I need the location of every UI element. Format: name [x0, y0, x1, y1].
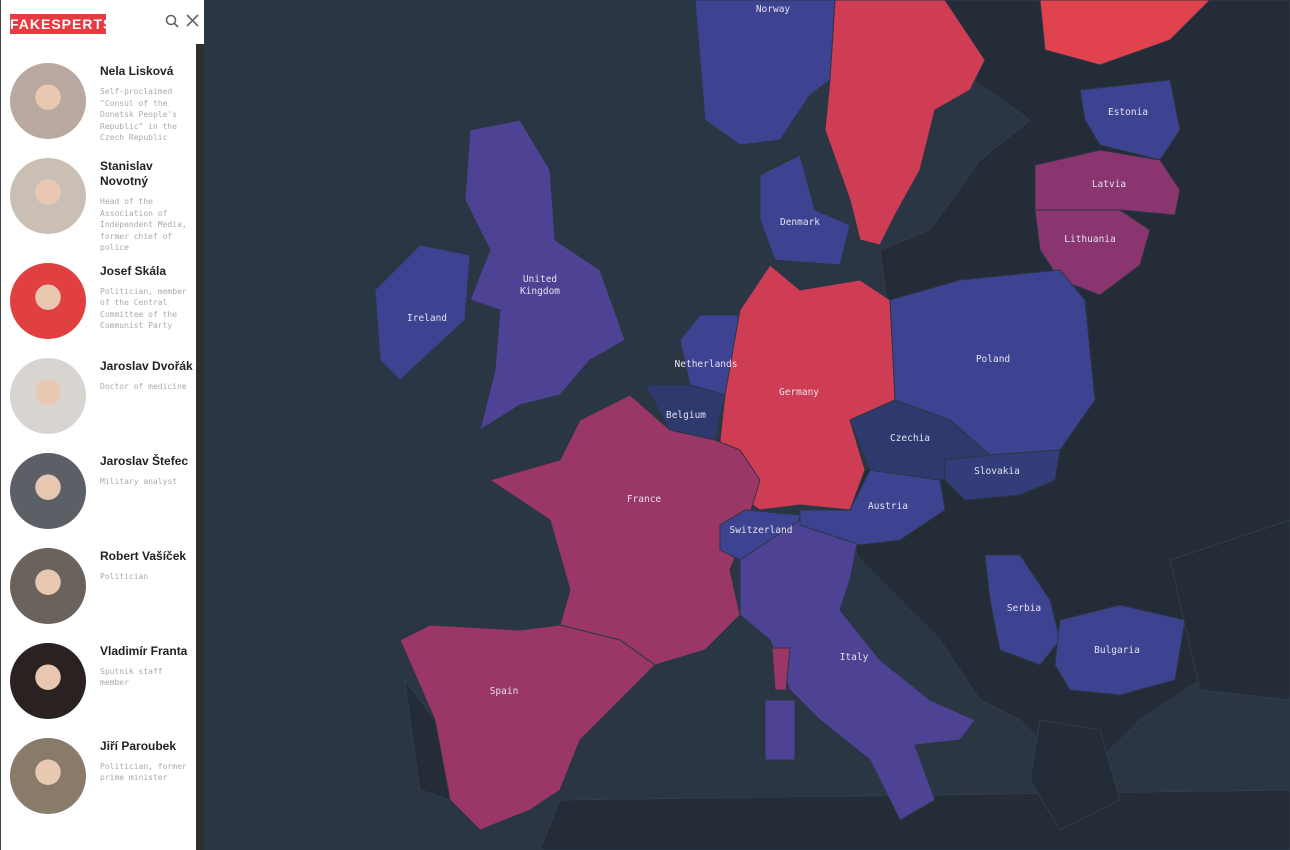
label-czechia: Czechia — [890, 433, 930, 444]
avatar — [10, 737, 86, 814]
label-germany: Germany — [779, 387, 819, 398]
person-name: Jaroslav Štefec — [100, 453, 189, 468]
search-icon[interactable] — [165, 14, 179, 33]
person-name: Nela Lisková — [100, 64, 174, 78]
label-slovakia: Slovakia — [974, 466, 1020, 477]
person-card[interactable]: Jaroslav Dvořák Doctor of medicine — [1, 355, 196, 450]
person-card[interactable]: Stanislav Novotný Head of the Association… — [1, 155, 196, 260]
country-sweden[interactable] — [824, 0, 986, 246]
country-slovakia[interactable] — [944, 449, 1061, 501]
label-switzerland: Switzerland — [730, 525, 793, 536]
label-austria: Austria — [868, 501, 908, 512]
person-name: Stanislav Novotný — [100, 159, 153, 188]
logo[interactable]: FAKESPERTS — [10, 14, 114, 34]
country-austria[interactable] — [799, 469, 946, 546]
country-denmark[interactable] — [759, 154, 851, 266]
avatar — [10, 262, 86, 339]
country-belgium[interactable] — [644, 384, 726, 441]
person-card[interactable]: Jiří Paroubek Politician, former prime mi… — [1, 735, 196, 830]
label-belgium: Belgium — [666, 410, 706, 421]
label-poland: Poland — [976, 354, 1010, 365]
person-description: Self-proclaimed "Consul of the Donetsk P… — [100, 87, 178, 142]
country-ireland[interactable] — [374, 244, 471, 381]
avatar — [10, 547, 86, 624]
people-list: Nela Lisková Self-proclaimed "Consul of t… — [1, 60, 196, 830]
person-card[interactable]: Vladimír Franta Sputnik staff member — [1, 640, 196, 735]
person-card[interactable]: Nela Lisková Self-proclaimed "Consul of t… — [1, 60, 196, 155]
country-finland[interactable] — [1039, 0, 1211, 66]
person-description: Politician, former prime minister — [100, 761, 187, 783]
country-serbia[interactable] — [984, 554, 1061, 666]
avatar — [10, 63, 86, 139]
person-description: Doctor of medicine — [100, 381, 187, 391]
sidebar: FAKESPERTS Nela Lisková Self-proclaimed "… — [0, 0, 204, 850]
label-norway: Norway — [756, 4, 791, 15]
person-name: Jaroslav Dvořák — [100, 358, 193, 373]
person-description: Sputnik staff member — [100, 666, 163, 688]
scrollbar[interactable] — [196, 44, 204, 850]
country-corsica[interactable] — [771, 647, 791, 691]
label-italy: Italy — [840, 652, 869, 663]
label-serbia: Serbia — [1007, 603, 1041, 614]
person-card[interactable]: Robert Vašíček Politician — [1, 545, 196, 640]
country-spain[interactable] — [399, 624, 656, 831]
person-name: Jiří Paroubek — [100, 738, 177, 753]
country-bulgaria[interactable] — [1054, 604, 1186, 696]
label-ireland: Ireland — [407, 313, 447, 324]
person-name: Josef Skála — [100, 263, 167, 278]
person-name: Vladimír Franta — [100, 643, 188, 658]
country-uk[interactable] — [464, 119, 626, 432]
avatar — [10, 357, 86, 434]
label-lithuania: Lithuania — [1064, 234, 1115, 245]
label-denmark: Denmark — [780, 217, 820, 228]
label-latvia: Latvia — [1092, 179, 1126, 190]
person-description: Head of the Association of Independent M… — [100, 197, 187, 252]
person-description: Politician — [100, 571, 149, 581]
person-description: Politician, member of the Central Commit… — [100, 286, 187, 331]
avatar — [10, 642, 86, 719]
label-uk-2: Kingdom — [520, 286, 560, 297]
label-netherlands: Netherlands — [675, 359, 738, 370]
person-description: Military analyst — [100, 476, 178, 486]
person-card[interactable]: Jaroslav Štefec Military analyst — [1, 450, 196, 545]
country-sardinia[interactable] — [764, 699, 796, 761]
person-name: Robert Vašíček — [100, 548, 187, 563]
avatar — [10, 452, 86, 529]
avatar — [10, 158, 86, 234]
label-uk: United — [523, 274, 557, 285]
label-spain: Spain — [490, 686, 519, 697]
label-estonia: Estonia — [1108, 107, 1148, 118]
label-france: France — [627, 494, 662, 505]
person-card[interactable]: Josef Skála Politician, member of the Cen… — [1, 260, 196, 355]
close-icon[interactable] — [186, 14, 199, 32]
label-bulgaria: Bulgaria — [1094, 645, 1140, 656]
